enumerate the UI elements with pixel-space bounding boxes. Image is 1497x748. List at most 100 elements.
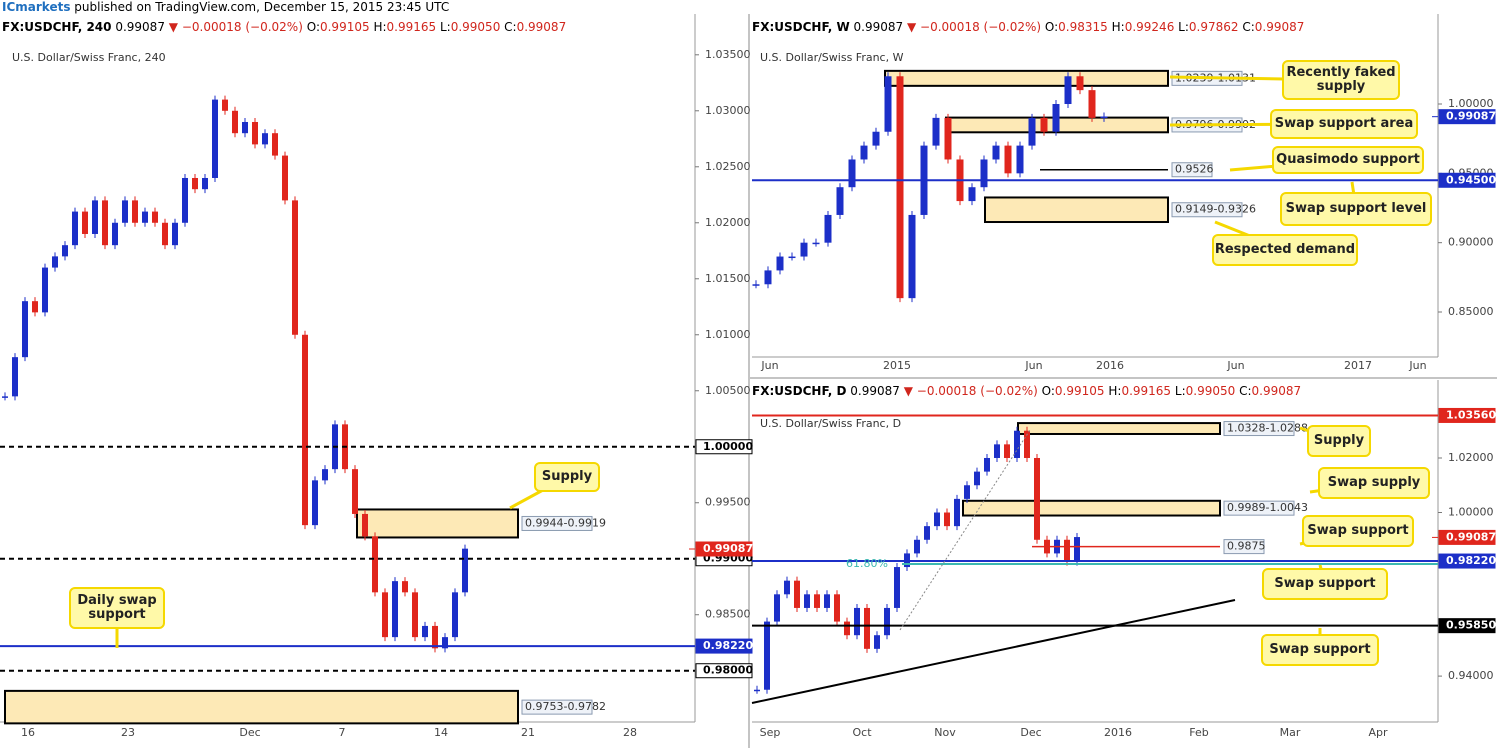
candle (974, 471, 980, 486)
y-tick-label: 1.01500 (705, 272, 751, 285)
candle (804, 594, 810, 608)
candle (836, 187, 844, 215)
candle (1014, 430, 1020, 458)
candle (182, 177, 188, 223)
x-tick-label: Dec (1020, 726, 1041, 739)
x-tick-label: 2015 (883, 359, 911, 372)
y-tick-label: 0.85000 (1448, 305, 1494, 318)
candle (824, 594, 830, 608)
candle (42, 267, 48, 313)
price-tag-label: 0.95850 (1446, 619, 1496, 632)
candle (954, 498, 960, 527)
x-tick-label: Oct (852, 726, 872, 739)
ohlc-value: 0.99087 (1254, 20, 1305, 34)
candle (864, 607, 870, 649)
price-tag-label: 0.99087 (1446, 530, 1496, 543)
level-label: 0.9526 (1175, 163, 1214, 176)
price-tag-label: 1.00000 (703, 440, 753, 453)
ohlc-label: C: (504, 20, 517, 34)
x-tick-label: 16 (21, 726, 35, 739)
price-tag-label: 0.94500 (1446, 173, 1496, 186)
y-tick-label: 1.03500 (705, 48, 751, 61)
publish-text: published on TradingView.com, December 1… (74, 0, 450, 14)
candle (412, 592, 418, 638)
candle (312, 480, 318, 526)
candle (1052, 104, 1060, 132)
candle (992, 145, 1000, 160)
candle (752, 284, 760, 286)
last-price: 0.99087 (853, 20, 904, 34)
zone-label: 0.9149-0.9326 (1175, 203, 1256, 216)
change: −0.00018 (−0.02%) (181, 20, 303, 34)
ohlc-label: H: (1108, 384, 1122, 398)
ohlc-label: O: (1044, 20, 1059, 34)
candle (944, 512, 950, 527)
y-tick-label: 0.99500 (705, 496, 751, 509)
zone-label: 0.9989-1.0043 (1227, 501, 1308, 514)
candle (272, 133, 278, 156)
ohlc-value: 0.99165 (386, 20, 437, 34)
y-tick-label: 1.03000 (705, 104, 751, 117)
candle (392, 581, 398, 638)
level-label: 0.9875 (1227, 540, 1266, 553)
ohlc-value: 0.99050 (1185, 384, 1236, 398)
candle (754, 689, 760, 692)
candle (812, 242, 820, 245)
candle (764, 270, 772, 285)
callout: Swap support (1261, 634, 1379, 666)
ohlc-value: 0.99087 (1251, 384, 1302, 398)
ohlc-label: O: (306, 20, 320, 34)
price-tag (1438, 618, 1496, 634)
candle (968, 187, 976, 202)
ohlc-label: L: (1178, 20, 1189, 34)
publisher: ICmarkets (2, 0, 71, 14)
candle (784, 580, 790, 595)
candle (372, 536, 378, 593)
down-arrow: ▼ (168, 20, 179, 34)
symbol-line: FX:USDCHF, 240 0.99087 ▼ −0.00018 (−0.02… (2, 20, 566, 34)
y-tick-label: 1.00500 (705, 384, 751, 397)
candle (764, 621, 770, 690)
candle (1074, 537, 1080, 562)
x-tick-label: 14 (434, 726, 448, 739)
ohlc-label: C: (1239, 384, 1252, 398)
y-tick-label: 1.02000 (705, 216, 751, 229)
y-tick-label: 0.90000 (1448, 236, 1494, 249)
change: −0.00018 (−0.02%) (916, 384, 1038, 398)
symbol-line: FX:USDCHF, D 0.99087 ▼ −0.00018 (−0.02%)… (752, 384, 1301, 398)
symbol-line: FX:USDCHF, W 0.99087 ▼ −0.00018 (−0.02%)… (752, 20, 1304, 34)
candle (52, 256, 58, 268)
zone-label-box (521, 515, 593, 531)
candle (402, 581, 408, 593)
ohlc-value: 0.99105 (319, 20, 370, 34)
candle (944, 117, 952, 160)
candle (142, 211, 148, 223)
price-tag-label: 1.03560 (1446, 408, 1496, 421)
candle (162, 222, 168, 246)
candle (82, 211, 88, 234)
zone (4, 689, 519, 725)
last-price: 0.99087 (115, 20, 165, 34)
candle (934, 512, 940, 527)
price-tag (1438, 109, 1496, 125)
x-tick-label: 2017 (1344, 359, 1372, 372)
candle (132, 200, 138, 223)
price-tag (1438, 407, 1496, 423)
candle (292, 200, 298, 335)
candle (212, 99, 218, 178)
y-tick-label: 1.00000 (1448, 97, 1494, 110)
price-tag (695, 663, 753, 679)
callout: Swap support (1262, 568, 1388, 600)
price-tag (1438, 529, 1496, 545)
zone-label-box (1171, 202, 1243, 218)
candle (932, 117, 940, 146)
candle (112, 222, 118, 246)
zone-label-box (1223, 421, 1295, 437)
change: −0.00018 (−0.02%) (920, 20, 1042, 34)
candle (1004, 444, 1010, 458)
candles (752, 72, 1108, 303)
trendline (899, 429, 1031, 631)
symbol: FX:USDCHF, D (752, 384, 847, 398)
ohlc-label: O: (1041, 384, 1055, 398)
